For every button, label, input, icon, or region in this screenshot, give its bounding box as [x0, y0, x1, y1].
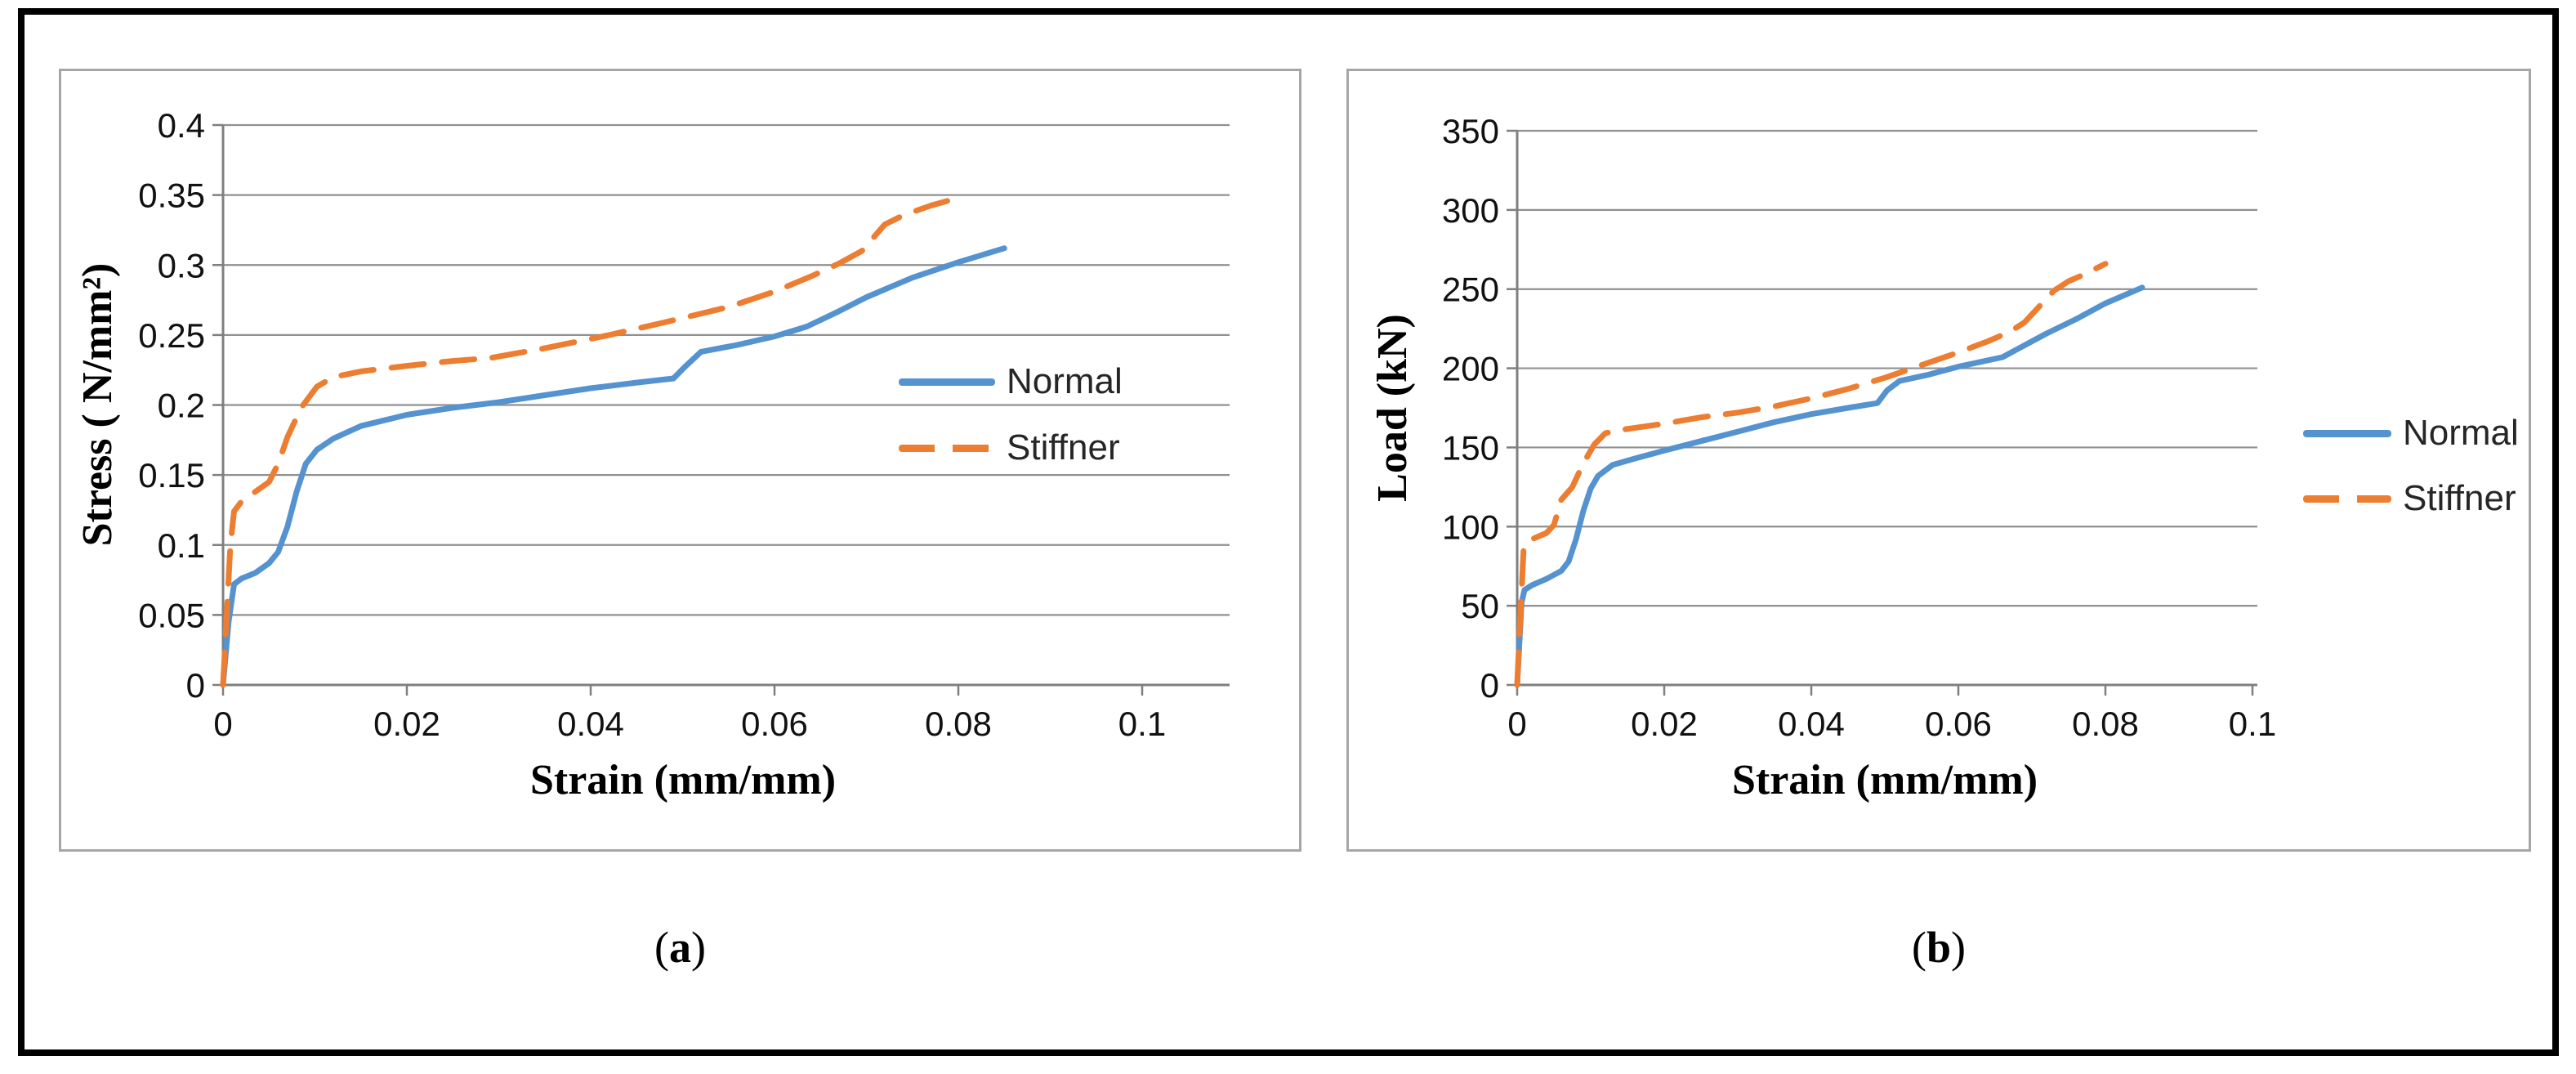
y-tick-label: 50: [1461, 587, 1499, 625]
normal-line-sample: [899, 378, 995, 386]
y-tick-label: 100: [1442, 508, 1499, 546]
y-tick-label: 0.05: [138, 596, 205, 634]
y-tick-label: 0.4: [158, 106, 205, 145]
caption-b-open-paren: (: [1911, 923, 1926, 972]
x-tick-label: 0.04: [1778, 705, 1845, 743]
y-tick-label: 0.35: [138, 177, 205, 215]
y-tick-label: 250: [1442, 271, 1499, 309]
chart-b-legend: Normal Stiffner: [2303, 414, 2519, 544]
series-normal-line: [1514, 284, 2145, 688]
x-tick-label: 0.1: [2229, 705, 2276, 743]
chart-a-x-axis-title: Strain (mm/mm): [529, 757, 837, 803]
legend-label-stiffner: Stiffner: [2403, 478, 2516, 518]
x-tick-label: 0.06: [741, 705, 808, 743]
caption-b: (b): [1346, 922, 2531, 973]
y-tick-label: 0: [186, 666, 205, 705]
x-tick-label: 0.02: [373, 705, 440, 743]
y-tick-label: 0.15: [138, 456, 205, 494]
legend-label-normal: Normal: [1007, 361, 1123, 401]
legend-item-normal: Normal: [899, 362, 1123, 401]
caption-a-open-paren: (: [654, 923, 669, 972]
y-tick-label: 200: [1442, 350, 1499, 388]
chart-a-legend: Normal Stiffner: [899, 362, 1123, 494]
x-tick-label: 0: [1507, 705, 1526, 743]
caption-a-letter: a: [669, 923, 691, 972]
y-tick-label: 0.1: [158, 526, 205, 565]
normal-line-sample: [2303, 429, 2391, 437]
caption-a-close-paren: ): [691, 923, 706, 972]
y-tick-label: 300: [1442, 191, 1499, 230]
series-normal-line: [220, 245, 1007, 688]
stiffner-line-sample: [899, 444, 995, 452]
y-tick-label: 0.2: [158, 387, 205, 425]
legend-label-normal: Normal: [2403, 413, 2519, 453]
panel-a: 0 0.05 0.1 0.15 0.2 0.25 0.3 0.35 0.4 0 0.02 0.04 0.…: [59, 69, 1301, 852]
x-tick-label: 0.1: [1118, 705, 1166, 743]
x-tick-label: 0.04: [557, 705, 624, 743]
chart-b-x-axis-title: Strain (mm/mm): [1731, 757, 2038, 803]
caption-b-close-paren: ): [1951, 923, 1966, 972]
stiffner-line-sample: [2303, 494, 2391, 503]
legend-item-normal: Normal: [2303, 414, 2519, 453]
y-tick-label: 0: [1480, 666, 1499, 705]
legend-item-stiffner: Stiffner: [899, 428, 1123, 468]
chart-a-canvas: 0 0.05 0.1 0.15 0.2 0.25 0.3 0.35 0.4 0 0.02 0.04 0.…: [138, 106, 1230, 743]
series-stiffner-line: [220, 195, 962, 688]
chart-b-y-axis-title: Load (kN): [1369, 314, 1416, 502]
y-tick-label: 0.25: [138, 316, 205, 355]
x-tick-label: 0.02: [1631, 705, 1698, 743]
x-tick-label: 0.08: [2072, 705, 2139, 743]
caption-b-letter: b: [1926, 923, 1952, 972]
legend-item-stiffner: Stiffner: [2303, 479, 2519, 518]
y-tick-label: 150: [1442, 428, 1499, 467]
x-tick-label: 0.08: [925, 705, 992, 743]
legend-label-stiffner: Stiffner: [1007, 427, 1120, 468]
caption-a: (a): [59, 922, 1301, 973]
chart-b-canvas: 0 50 100 150 200 250 300 350 0 0.02 0.04 0.06 0.08 0.…: [1442, 112, 2276, 743]
panel-b: 0 50 100 150 200 250 300 350 0 0.02 0.04 0.06 0.08 0.…: [1346, 69, 2531, 852]
x-tick-label: 0: [213, 705, 232, 743]
series-stiffner-line: [1514, 261, 2109, 688]
y-tick-label: 350: [1442, 112, 1499, 150]
y-tick-label: 0.3: [158, 246, 205, 284]
chart-a-y-axis-title: Stress ( N/mm²): [74, 262, 121, 547]
x-tick-label: 0.06: [1925, 705, 1992, 743]
